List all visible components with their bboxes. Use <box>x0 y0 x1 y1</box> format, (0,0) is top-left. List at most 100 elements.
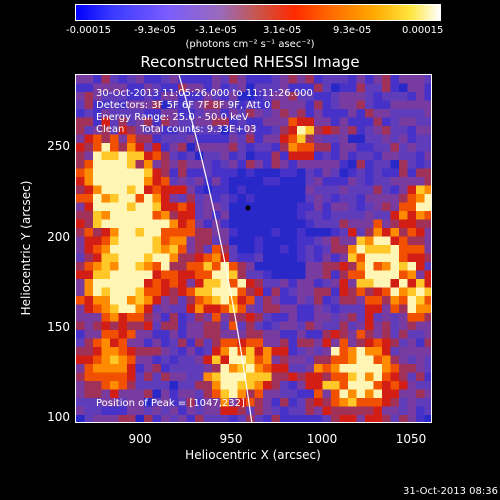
heatmap-pixel <box>237 177 247 186</box>
heatmap-pixel <box>178 355 187 365</box>
heatmap-pixel <box>152 168 162 178</box>
heatmap-pixel <box>246 75 255 84</box>
heatmap-pixel <box>373 364 383 373</box>
heatmap-pixel <box>322 92 332 101</box>
heatmap-pixel <box>390 194 400 203</box>
heatmap-pixel <box>305 100 315 110</box>
heatmap-pixel <box>373 304 383 314</box>
heatmap-pixel <box>152 236 162 246</box>
heatmap-pixel <box>195 253 204 263</box>
heatmap-pixel <box>382 211 391 220</box>
heatmap-pixel <box>178 202 187 212</box>
heatmap-pixel <box>144 262 153 271</box>
heatmap-pixel <box>144 304 153 314</box>
heatmap-pixel <box>118 245 128 254</box>
x-tick-label: 950 <box>219 432 243 446</box>
heatmap-pixel <box>76 279 85 288</box>
heatmap-pixel <box>288 245 298 254</box>
heatmap-pixel <box>195 236 204 246</box>
heatmap-pixel <box>390 134 400 144</box>
heatmap-pixel <box>144 338 153 348</box>
x-axis-label: Heliocentric X (arcsec) <box>185 448 321 462</box>
heatmap-pixel <box>263 151 272 161</box>
heatmap-pixel <box>135 185 145 195</box>
heatmap-pixel <box>314 415 323 422</box>
heatmap-pixel <box>254 75 264 84</box>
heatmap-pixel <box>288 372 298 382</box>
heatmap-pixel <box>93 313 102 322</box>
heatmap-pixel <box>390 219 400 229</box>
colorbar-tick-label: -3.1e-05 <box>195 25 237 36</box>
heatmap-pixel <box>101 117 111 127</box>
heatmap-pixel <box>186 296 196 305</box>
heatmap-pixel <box>348 415 357 422</box>
heatmap-pixel <box>348 355 357 365</box>
heatmap-pixel <box>280 347 289 356</box>
heatmap-pixel <box>178 211 187 220</box>
heatmap-pixel <box>331 151 340 161</box>
heatmap-pixel <box>169 168 179 178</box>
heatmap-pixel <box>305 219 315 229</box>
heatmap-pixel <box>195 287 204 297</box>
heatmap-pixel <box>127 75 136 84</box>
heatmap-pixel <box>178 117 187 127</box>
heatmap-pixel <box>237 211 247 220</box>
heatmap-pixel <box>373 160 383 169</box>
heatmap-pixel <box>161 100 170 110</box>
heatmap-pixel <box>297 364 306 373</box>
heatmap-pixel <box>365 185 374 195</box>
heatmap-pixel <box>305 185 315 195</box>
heatmap-pixel <box>399 287 408 297</box>
heatmap-pixel <box>186 355 196 365</box>
heatmap-pixel <box>271 109 281 118</box>
heatmap-pixel <box>84 168 94 178</box>
heatmap-pixel <box>390 398 400 407</box>
heatmap-pixel <box>110 313 119 322</box>
heatmap-pixel <box>246 151 255 161</box>
heatmap-pixel <box>390 177 400 186</box>
heatmap-pixel <box>84 194 94 203</box>
heatmap-pixel <box>373 228 383 237</box>
heatmap-pixel <box>135 126 145 135</box>
heatmap-pixel <box>152 92 162 101</box>
heatmap-pixel <box>152 185 162 195</box>
heatmap-pixel <box>314 279 323 288</box>
heatmap-pixel <box>390 270 400 280</box>
heatmap-pixel <box>169 75 179 84</box>
heatmap-pixel <box>118 100 128 110</box>
heatmap-pixel <box>169 364 179 373</box>
heatmap-pixel <box>152 228 162 237</box>
heatmap-pixel <box>101 134 111 144</box>
heatmap-pixel <box>254 117 264 127</box>
heatmap-pixel <box>161 151 170 161</box>
heatmap-pixel <box>84 415 94 422</box>
heatmap-pixel <box>373 126 383 135</box>
heatmap-pixel <box>382 321 391 331</box>
heatmap-pixel <box>127 109 136 118</box>
heatmap-pixel <box>237 338 247 348</box>
heatmap-pixel <box>161 262 170 271</box>
heatmap-pixel <box>399 347 408 356</box>
heatmap-pixel <box>254 143 264 152</box>
heatmap-pixel <box>178 109 187 118</box>
heatmap-pixel <box>237 406 247 416</box>
heatmap-pixel <box>254 100 264 110</box>
heatmap-pixel <box>331 279 340 288</box>
heatmap-pixel <box>127 330 136 339</box>
heatmap-pixel <box>288 160 298 169</box>
heatmap-pixel <box>118 389 128 399</box>
heatmap-pixel <box>390 415 400 422</box>
heatmap-pixel <box>169 160 179 169</box>
heatmap-pixel <box>84 236 94 246</box>
heatmap-pixel <box>390 160 400 169</box>
heatmap-pixel <box>314 347 323 356</box>
heatmap-pixel <box>263 270 272 280</box>
heatmap-pixel <box>237 253 247 263</box>
heatmap-pixel <box>263 211 272 220</box>
heatmap-pixel <box>229 381 238 390</box>
heatmap-pixel <box>203 296 213 305</box>
heatmap-pixel <box>161 279 170 288</box>
heatmap-pixel <box>297 151 306 161</box>
heatmap-pixel <box>288 100 298 110</box>
heatmap-pixel <box>144 219 153 229</box>
